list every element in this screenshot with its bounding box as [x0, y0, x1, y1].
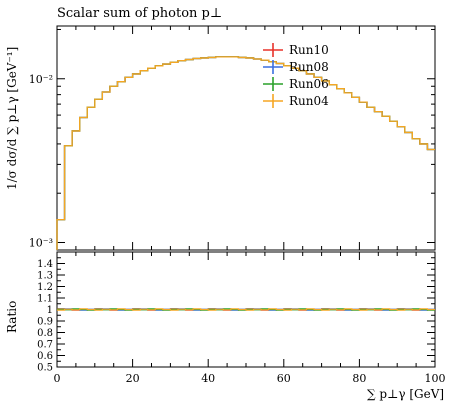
ratio-y-tick-label: 0.6 [37, 351, 53, 362]
ratio-y-tick-label: 1.3 [37, 271, 53, 282]
ratio-y-tick-label: 1.4 [37, 259, 53, 270]
legend: Run10 Run08 Run06 Run04 [263, 43, 329, 108]
ratio-series-line-run04 [57, 308, 435, 311]
chart-title: Scalar sum of photon p⊥ [57, 6, 222, 21]
ratio-series-group [57, 308, 435, 311]
x-tick-label: 20 [126, 372, 140, 385]
x-axis-label: ∑ p⊥γ [GeV] [367, 387, 444, 401]
main-axis-ticks: 10⁻³ 10⁻² [29, 26, 436, 251]
ratio-y-tick-label: 0.8 [37, 328, 53, 339]
main-y-tick-label: 10⁻³ [29, 237, 53, 250]
ratio-y-tick-label: 1.1 [37, 294, 53, 305]
main-series-group [56, 56, 435, 250]
x-tick-label: 40 [201, 372, 215, 385]
ratio-y-tick-label: 0.7 [37, 340, 53, 351]
main-series-line-run04 [56, 56, 435, 250]
x-tick-label: 100 [425, 372, 446, 385]
x-tick-label: 60 [277, 372, 291, 385]
ratio-y-tick-label: 0.5 [37, 363, 53, 374]
ratio-y-axis-label: Ratio [5, 301, 19, 333]
legend-label-run10: Run10 [289, 43, 329, 57]
legend-label-run08: Run08 [289, 60, 329, 74]
legend-label-run06: Run06 [289, 77, 329, 91]
main-plot-frame [56, 25, 436, 251]
x-tick-label: 0 [54, 372, 61, 385]
ratio-y-tick-label: 1 [47, 305, 53, 316]
main-y-axis-label: 1/σ dσ/d ∑ p⊥γ [GeV⁻¹] [5, 47, 19, 190]
main-y-tick-label: 10⁻² [29, 73, 53, 86]
ratio-axis-ticks: 0.50.60.70.80.911.11.21.31.4 0 20 40 60 80 100 [37, 251, 446, 385]
ratio-y-tick-label: 0.9 [37, 317, 53, 328]
legend-label-run04: Run04 [289, 94, 329, 108]
ratio-y-tick-label: 1.2 [37, 282, 53, 293]
x-tick-label: 80 [352, 372, 366, 385]
